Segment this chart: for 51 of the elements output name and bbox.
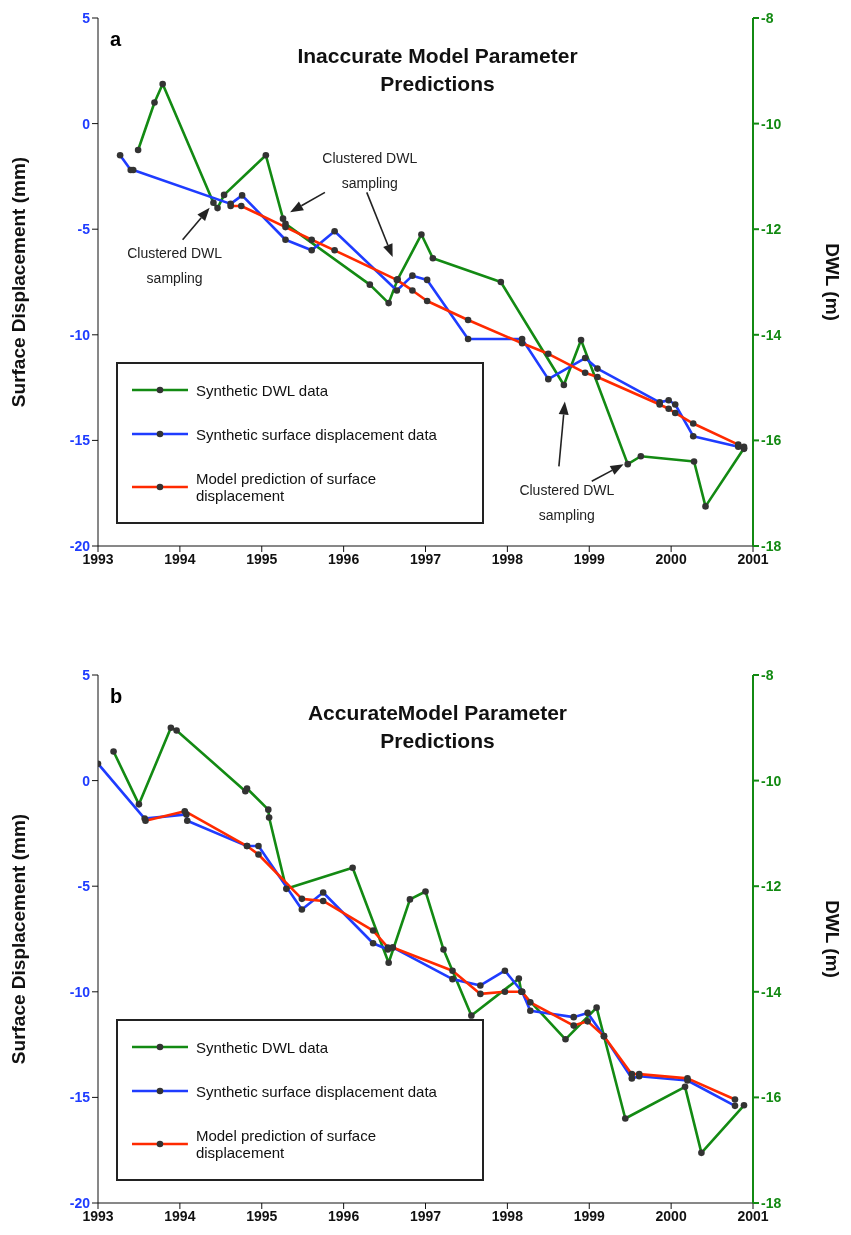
y-tick-label: -10: [69, 983, 91, 1000]
annotation: b: [110, 685, 123, 708]
y2-tick-label: -10: [761, 115, 782, 132]
annotation: Clustered DWL sampling: [127, 244, 223, 286]
annotation: a: [110, 28, 122, 51]
x-tick-label: 2000: [655, 1207, 687, 1224]
annotation: Clustered DWL sampling: [519, 482, 615, 524]
x-tick-label: 1998: [491, 550, 524, 567]
legend-label: Synthetic DWL data: [196, 1038, 329, 1056]
y2-tick-label: -12: [761, 221, 782, 238]
x-tick-label: 1997: [409, 1207, 442, 1224]
y-tick-label: 5: [82, 666, 91, 683]
y-axis-title: Surface Displacement (mm): [7, 156, 29, 408]
y2-tick-label: -8: [761, 666, 774, 683]
y2-tick-label: -14: [761, 326, 782, 343]
y-tick-label: 0: [82, 772, 91, 789]
y2-tick-label: -10: [761, 772, 782, 789]
y2-tick-label: -14: [761, 983, 782, 1000]
y-tick-label: 0: [82, 115, 91, 132]
x-tick-label: 1997: [409, 550, 442, 567]
x-tick-label: 1998: [491, 1207, 524, 1224]
y-tick-label: -15: [69, 1089, 91, 1106]
x-tick-label: 1996: [328, 1207, 360, 1224]
y-tick-label: -5: [77, 878, 91, 895]
x-tick-label: 1999: [573, 1207, 606, 1224]
y2-tick-label: -8: [761, 9, 774, 26]
y-tick-label: -15: [69, 432, 91, 449]
x-tick-label: 1994: [164, 550, 196, 567]
legend-label: Synthetic surface displacement data: [196, 425, 437, 443]
x-tick-label: 1999: [573, 550, 606, 567]
legend-label: Model prediction of surface displacement: [195, 470, 377, 505]
x-tick-label: 1994: [164, 1207, 196, 1224]
y2-tick-label: -16: [761, 1089, 782, 1106]
x-tick-label: 1995: [246, 550, 278, 567]
x-tick-label: 1995: [246, 1207, 278, 1224]
y-axis-title: Surface Displacement (mm): [7, 813, 29, 1065]
annotation: Clustered DWL sampling: [322, 150, 418, 192]
y-tick-label: -10: [69, 326, 91, 343]
x-tick-label: 1996: [328, 550, 360, 567]
y2-axis-title: DWL (m): [822, 243, 844, 321]
legend-label: Model prediction of surface displacement: [195, 1127, 377, 1162]
text: Inaccurate Model Parameter Predictions: [296, 43, 579, 97]
legend-label: Synthetic DWL data: [196, 381, 329, 399]
legend-label: Synthetic surface displacement data: [196, 1082, 437, 1100]
y-tick-label: 5: [82, 9, 91, 26]
text: AccurateModel Parameter Predictions: [306, 700, 569, 754]
y2-tick-label: -16: [761, 432, 782, 449]
y2-axis-title: DWL (m): [822, 900, 844, 978]
y-tick-label: -5: [77, 221, 91, 238]
y2-tick-label: -12: [761, 878, 782, 895]
x-tick-label: 2000: [655, 550, 687, 567]
